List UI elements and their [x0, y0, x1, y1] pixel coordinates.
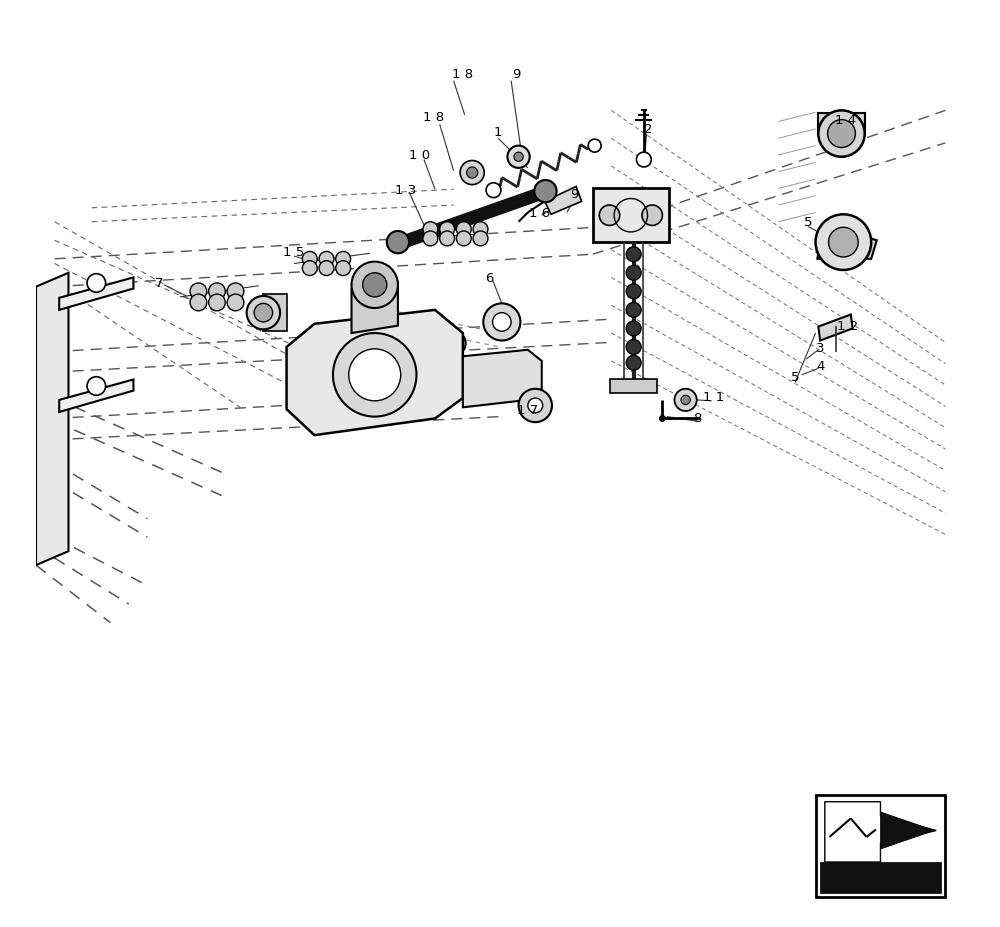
Text: 1 3: 1 3 — [395, 184, 416, 197]
Circle shape — [534, 181, 557, 203]
Circle shape — [456, 222, 471, 237]
Circle shape — [514, 153, 523, 162]
Circle shape — [440, 232, 455, 247]
Circle shape — [319, 252, 334, 267]
Text: 5: 5 — [804, 216, 812, 229]
Circle shape — [460, 161, 484, 185]
Circle shape — [626, 285, 641, 299]
Circle shape — [626, 266, 641, 281]
Circle shape — [363, 273, 387, 298]
Text: 1 0: 1 0 — [409, 149, 430, 162]
Circle shape — [519, 389, 552, 423]
Circle shape — [456, 232, 471, 247]
Polygon shape — [263, 295, 287, 332]
Circle shape — [333, 334, 416, 417]
Circle shape — [599, 206, 620, 226]
Text: 2: 2 — [644, 123, 653, 136]
Polygon shape — [463, 350, 542, 408]
Text: 7: 7 — [155, 276, 164, 289]
Polygon shape — [59, 380, 133, 413]
Circle shape — [681, 396, 690, 405]
Circle shape — [626, 303, 641, 318]
Text: 9: 9 — [570, 188, 578, 201]
Circle shape — [473, 232, 488, 247]
Circle shape — [302, 252, 317, 267]
Circle shape — [636, 153, 651, 168]
Polygon shape — [825, 802, 936, 862]
Circle shape — [87, 274, 106, 293]
Text: 1 1: 1 1 — [703, 390, 724, 403]
Circle shape — [528, 399, 543, 413]
Circle shape — [829, 228, 858, 258]
Circle shape — [227, 284, 244, 300]
Circle shape — [642, 206, 662, 226]
Circle shape — [87, 377, 106, 396]
Circle shape — [288, 349, 313, 373]
Polygon shape — [545, 187, 582, 215]
Polygon shape — [36, 273, 68, 565]
Circle shape — [423, 232, 438, 247]
Polygon shape — [593, 189, 669, 243]
Text: 1 8: 1 8 — [423, 111, 444, 124]
Circle shape — [302, 261, 317, 276]
Circle shape — [818, 111, 865, 158]
Text: 1 2: 1 2 — [837, 320, 859, 333]
Polygon shape — [352, 283, 398, 334]
Polygon shape — [300, 334, 454, 371]
Circle shape — [660, 416, 665, 422]
Polygon shape — [820, 862, 941, 893]
Circle shape — [254, 304, 273, 323]
Circle shape — [209, 295, 225, 311]
Circle shape — [349, 349, 401, 401]
Circle shape — [626, 322, 641, 337]
Circle shape — [626, 248, 641, 262]
Text: 1 7: 1 7 — [517, 403, 538, 416]
Circle shape — [336, 252, 351, 267]
Text: 1: 1 — [494, 126, 502, 139]
Polygon shape — [818, 315, 853, 341]
Circle shape — [467, 168, 478, 179]
Circle shape — [493, 313, 511, 332]
Circle shape — [387, 232, 409, 254]
Circle shape — [190, 295, 207, 311]
Circle shape — [828, 121, 855, 148]
Circle shape — [483, 304, 520, 341]
Circle shape — [626, 356, 641, 371]
Circle shape — [674, 389, 697, 412]
Polygon shape — [818, 114, 865, 134]
Bar — [816, 795, 945, 897]
Circle shape — [442, 332, 466, 356]
Circle shape — [626, 340, 641, 355]
Text: 1 5: 1 5 — [283, 246, 305, 259]
Text: 5: 5 — [791, 371, 799, 384]
Text: 1 4: 1 4 — [835, 114, 856, 127]
Circle shape — [227, 295, 244, 311]
Polygon shape — [610, 380, 657, 394]
Circle shape — [352, 262, 398, 309]
Circle shape — [473, 222, 488, 237]
Text: 9: 9 — [513, 68, 521, 81]
Text: 1 8: 1 8 — [452, 68, 473, 81]
Circle shape — [209, 284, 225, 300]
Polygon shape — [287, 311, 463, 436]
Circle shape — [423, 222, 438, 237]
Polygon shape — [59, 278, 133, 311]
Circle shape — [319, 261, 334, 276]
Circle shape — [440, 222, 455, 237]
Polygon shape — [817, 224, 877, 260]
Text: 1 6: 1 6 — [529, 207, 550, 220]
Text: 3: 3 — [816, 341, 824, 354]
Text: 6: 6 — [485, 272, 493, 285]
Circle shape — [507, 146, 530, 169]
Circle shape — [247, 297, 280, 330]
Text: 8: 8 — [693, 412, 702, 425]
Text: 4: 4 — [816, 360, 824, 373]
Polygon shape — [880, 812, 934, 849]
Circle shape — [336, 261, 351, 276]
Circle shape — [816, 215, 871, 271]
Circle shape — [190, 284, 207, 300]
